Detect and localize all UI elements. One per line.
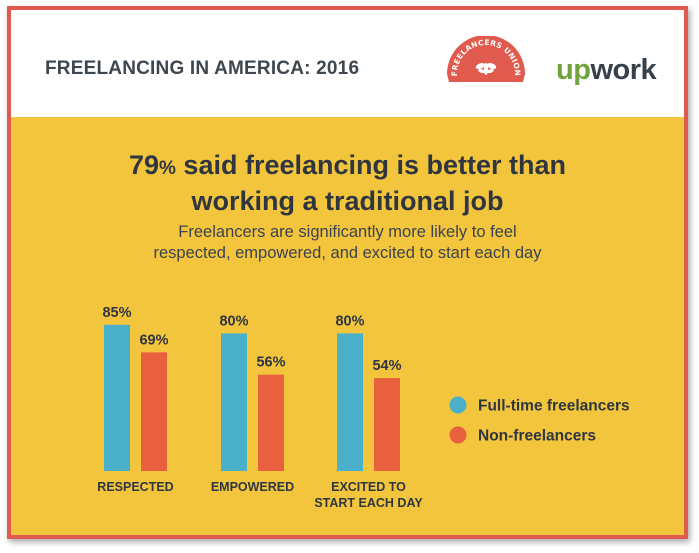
data-label-non-2: 56%	[256, 355, 285, 371]
legend-label-fulltime: Full-time freelancers	[478, 398, 630, 415]
bar-non-1	[141, 352, 167, 471]
freelancers-union-logo: FREELANCERS UNION	[447, 36, 525, 82]
bar-non-3	[374, 378, 400, 471]
legend-swatch-fulltime	[449, 396, 467, 414]
bar-fulltime-1	[104, 324, 130, 471]
headline: 79% said freelancing is better than work…	[11, 149, 684, 218]
header-title: FREELANCING IN AMERICA: 2016	[45, 58, 360, 79]
bar-fulltime-2	[221, 333, 247, 471]
data-label-fulltime-1: 85%	[102, 305, 131, 321]
header-bar: FREELANCING IN AMERICA: 2016 FREELANCERS…	[11, 10, 684, 117]
bar-fulltime-3	[337, 333, 363, 471]
data-label-non-3: 54%	[372, 358, 401, 374]
bar-chart: 85% 80% 80% 69% 56% 54% RESPECTED EMPOWERED EXCI…	[97, 305, 630, 510]
subtitle-line-1: Freelancers are significantly more likel…	[178, 223, 517, 241]
infographic-card: FREELANCING IN AMERICA: 2016 FREELANCERS…	[7, 6, 688, 539]
legend-label-non: Non-freelancers	[478, 428, 596, 445]
data-label-fulltime-3: 80%	[335, 313, 364, 329]
category-label-3-line-2: START EACH DAY	[314, 496, 423, 510]
headline-line-2: working a traditional job	[191, 186, 504, 216]
data-label-fulltime-2: 80%	[219, 313, 248, 329]
category-label-2: EMPOWERED	[211, 480, 294, 494]
legend-swatch-non	[449, 426, 467, 444]
category-label-1: RESPECTED	[97, 480, 173, 494]
data-label-non-1: 69%	[139, 332, 168, 348]
subtitle: Freelancers are significantly more likel…	[11, 222, 684, 264]
category-label-3-line-1: EXCITED TO	[331, 480, 406, 494]
subtitle-line-2: respected, empowered, and excited to sta…	[153, 244, 542, 262]
headline-line-1: 79% said freelancing is better than	[128, 150, 567, 180]
upwork-logo: upwork	[556, 54, 657, 86]
bar-non-2	[258, 374, 284, 471]
